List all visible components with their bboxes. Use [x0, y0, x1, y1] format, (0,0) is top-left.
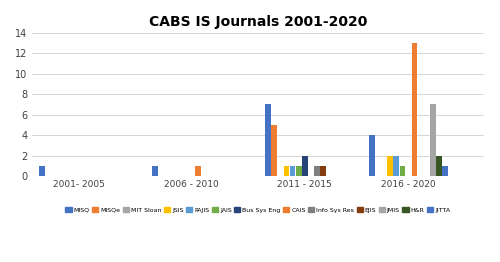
Bar: [290, 166, 296, 176]
Bar: [320, 166, 326, 176]
Bar: [314, 166, 320, 176]
Bar: [296, 166, 302, 176]
Bar: [388, 156, 393, 176]
Bar: [272, 125, 277, 176]
Bar: [442, 166, 448, 176]
Bar: [369, 135, 374, 176]
Bar: [436, 156, 442, 176]
Bar: [266, 105, 271, 176]
Bar: [412, 43, 418, 176]
Bar: [302, 156, 308, 176]
Bar: [400, 166, 405, 176]
Bar: [284, 166, 290, 176]
Bar: [39, 166, 44, 176]
Bar: [152, 166, 158, 176]
Bar: [195, 166, 200, 176]
Bar: [430, 105, 436, 176]
Bar: [394, 156, 399, 176]
Legend: MISQ, MISQe, MIT Sloan, JSIS, PAJIS, JAIS, Bus Sys Eng, CAIS, Info Sys Res, EJIS: MISQ, MISQe, MIT Sloan, JSIS, PAJIS, JAI…: [63, 205, 452, 215]
Title: CABS IS Journals 2001-2020: CABS IS Journals 2001-2020: [148, 15, 367, 29]
